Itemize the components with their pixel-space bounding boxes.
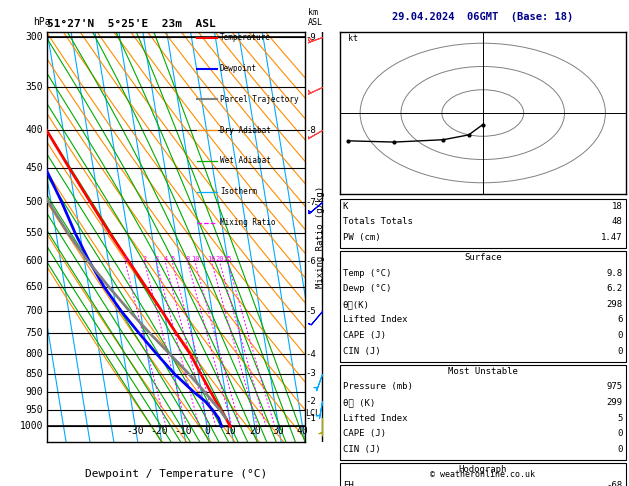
Text: -4: -4 — [306, 350, 316, 359]
Text: -30: -30 — [126, 427, 144, 436]
Text: 1: 1 — [123, 256, 128, 262]
Text: 5: 5 — [170, 256, 175, 262]
Text: Mixing Ratio (g/kg): Mixing Ratio (g/kg) — [316, 186, 325, 288]
Text: 4: 4 — [164, 256, 168, 262]
Text: 700: 700 — [26, 306, 43, 316]
Text: 750: 750 — [26, 329, 43, 338]
Text: 0: 0 — [617, 429, 623, 438]
Text: CIN (J): CIN (J) — [343, 445, 381, 454]
Text: 950: 950 — [26, 405, 43, 415]
Text: 500: 500 — [26, 197, 43, 207]
Text: PW (cm): PW (cm) — [343, 233, 381, 242]
Text: 51°27'N  5°25'E  23m  ASL: 51°27'N 5°25'E 23m ASL — [47, 19, 216, 30]
Text: 10: 10 — [191, 256, 199, 262]
Text: θᴇ(K): θᴇ(K) — [343, 300, 370, 309]
Text: 1000: 1000 — [19, 421, 43, 432]
Text: -20: -20 — [150, 427, 168, 436]
Text: 25: 25 — [224, 256, 232, 262]
Text: Hodograph: Hodograph — [459, 465, 507, 474]
Text: 400: 400 — [26, 125, 43, 135]
Text: Isotherm: Isotherm — [220, 187, 257, 196]
Text: θᴇ (K): θᴇ (K) — [343, 398, 375, 407]
Text: 3: 3 — [155, 256, 159, 262]
Text: 550: 550 — [26, 228, 43, 238]
Text: 20: 20 — [249, 427, 260, 436]
Text: km
ASL: km ASL — [308, 8, 323, 28]
Text: 6: 6 — [617, 315, 623, 325]
Text: 16: 16 — [208, 256, 216, 262]
Text: 299: 299 — [606, 398, 623, 407]
Text: 900: 900 — [26, 387, 43, 398]
Text: Dewpoint: Dewpoint — [220, 64, 257, 73]
Text: -68: -68 — [606, 481, 623, 486]
Text: Most Unstable: Most Unstable — [448, 367, 518, 376]
Text: CAPE (J): CAPE (J) — [343, 429, 386, 438]
Text: -2: -2 — [306, 397, 316, 406]
Text: Totals Totals: Totals Totals — [343, 217, 413, 226]
Text: 300: 300 — [26, 32, 43, 42]
Text: -10: -10 — [174, 427, 192, 436]
Text: 10: 10 — [225, 427, 237, 436]
Text: EH: EH — [343, 481, 353, 486]
Text: 600: 600 — [26, 256, 43, 266]
Text: Pressure (mb): Pressure (mb) — [343, 382, 413, 392]
Text: Dry Adiabat: Dry Adiabat — [220, 126, 271, 135]
Text: 8: 8 — [186, 256, 190, 262]
Text: 800: 800 — [26, 349, 43, 359]
Text: 1.47: 1.47 — [601, 233, 623, 242]
Text: 9.8: 9.8 — [606, 269, 623, 278]
Text: 48: 48 — [612, 217, 623, 226]
Text: 20: 20 — [216, 256, 224, 262]
Text: -8: -8 — [306, 125, 316, 135]
Text: hPa: hPa — [33, 17, 50, 28]
Text: -3: -3 — [306, 369, 316, 379]
Text: 18: 18 — [612, 202, 623, 211]
Text: Temp (°C): Temp (°C) — [343, 269, 391, 278]
Text: kt: kt — [348, 34, 358, 43]
Text: Dewpoint / Temperature (°C): Dewpoint / Temperature (°C) — [85, 469, 267, 479]
Text: 450: 450 — [26, 163, 43, 173]
Text: -1: -1 — [306, 414, 316, 423]
Text: 850: 850 — [26, 369, 43, 379]
Text: K: K — [343, 202, 348, 211]
Text: 0: 0 — [617, 445, 623, 454]
Text: Wet Adiabat: Wet Adiabat — [220, 156, 271, 165]
Text: 298: 298 — [606, 300, 623, 309]
Text: LCL: LCL — [306, 409, 321, 418]
Text: Lifted Index: Lifted Index — [343, 315, 408, 325]
Text: 6.2: 6.2 — [606, 284, 623, 294]
Text: 29.04.2024  06GMT  (Base: 18): 29.04.2024 06GMT (Base: 18) — [392, 12, 574, 22]
Text: Lifted Index: Lifted Index — [343, 414, 408, 423]
Text: 2: 2 — [143, 256, 147, 262]
Text: Mixing Ratio: Mixing Ratio — [220, 218, 276, 227]
Text: -9: -9 — [306, 33, 316, 41]
Text: © weatheronline.co.uk: © weatheronline.co.uk — [430, 469, 535, 479]
Text: 40: 40 — [297, 427, 308, 436]
Text: Surface: Surface — [464, 253, 501, 262]
Text: -6: -6 — [306, 257, 316, 266]
Text: 5: 5 — [617, 414, 623, 423]
Text: -7: -7 — [306, 198, 316, 207]
Text: 0: 0 — [617, 347, 623, 356]
Text: Parcel Trajectory: Parcel Trajectory — [220, 95, 299, 104]
Text: 650: 650 — [26, 282, 43, 292]
Text: 0: 0 — [204, 427, 210, 436]
Text: 0: 0 — [617, 331, 623, 340]
Text: -5: -5 — [306, 307, 316, 315]
Text: Temperature: Temperature — [220, 33, 271, 42]
Text: CAPE (J): CAPE (J) — [343, 331, 386, 340]
Text: Dewp (°C): Dewp (°C) — [343, 284, 391, 294]
Text: 975: 975 — [606, 382, 623, 392]
Text: CIN (J): CIN (J) — [343, 347, 381, 356]
Text: 350: 350 — [26, 82, 43, 92]
Text: 30: 30 — [273, 427, 284, 436]
